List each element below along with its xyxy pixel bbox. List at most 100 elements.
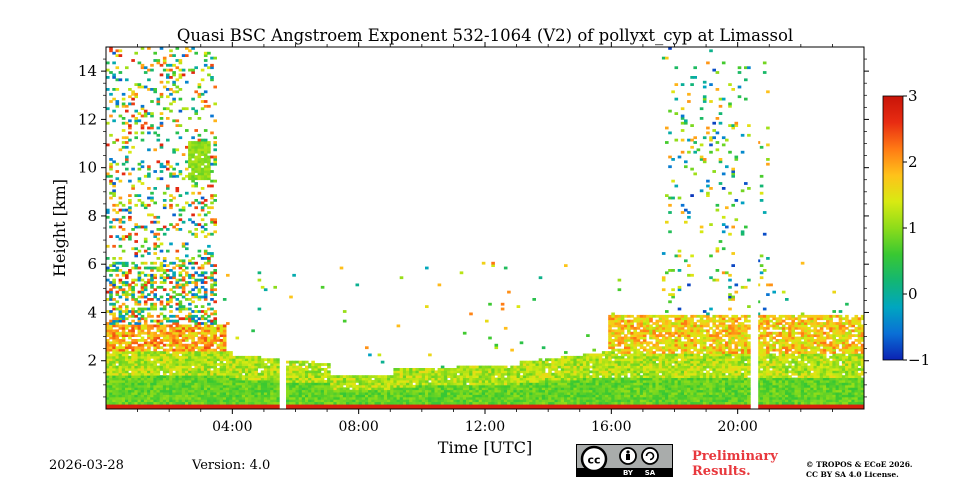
heat-cell — [605, 384, 609, 388]
heat-cell — [630, 331, 634, 335]
heat-cell — [162, 370, 167, 374]
heat-cell — [522, 399, 527, 403]
heat-cell — [112, 365, 116, 369]
heat-cell — [633, 372, 637, 376]
heat-cell — [545, 404, 549, 407]
heat-cell — [576, 365, 581, 369]
heat-cell — [582, 392, 587, 395]
heat-cell — [630, 355, 634, 359]
heat-cell — [624, 375, 628, 378]
heat-cell — [172, 334, 176, 337]
heat-cell — [254, 355, 258, 359]
heat-cell — [162, 206, 167, 210]
heat-cell — [210, 358, 214, 362]
heat-cell — [485, 370, 489, 374]
heat-cell — [406, 370, 410, 374]
heat-cell — [554, 382, 559, 386]
heat-cell — [203, 160, 208, 164]
heat-cell — [121, 375, 126, 378]
heat-cell — [125, 305, 129, 308]
heat-cell — [529, 401, 533, 405]
heat-cell — [617, 382, 622, 386]
heat-cell — [462, 399, 467, 403]
heat-cell — [608, 392, 612, 395]
heat-cell — [491, 396, 495, 400]
heat-cell — [608, 358, 612, 362]
heat-cell — [292, 389, 296, 393]
heat-cell — [415, 401, 420, 405]
heat-cell — [200, 285, 205, 289]
heat-cell — [368, 384, 372, 388]
heat-cell — [431, 372, 435, 376]
heat-cell — [418, 399, 423, 403]
heat-cell — [109, 133, 113, 137]
heat-cell — [557, 384, 562, 388]
heat-cell — [169, 329, 173, 333]
heat-cell — [251, 363, 255, 366]
heat-cell — [592, 380, 596, 383]
heat-cell — [327, 406, 331, 409]
heat-cell — [371, 404, 375, 407]
heat-cell — [156, 353, 161, 357]
heat-cell — [548, 370, 552, 374]
heat-cell — [200, 326, 205, 330]
heat-cell — [535, 384, 540, 388]
heat-cell — [197, 404, 202, 407]
heat-cell — [112, 264, 116, 267]
heat-cell — [245, 355, 249, 359]
heat-cell — [336, 389, 341, 393]
heat-cell — [150, 273, 154, 277]
heat-cell — [150, 126, 154, 130]
heat-cell — [213, 336, 217, 340]
heat-cell — [601, 401, 606, 405]
heat-cell — [118, 71, 123, 74]
heat-cell — [216, 351, 221, 354]
heat-cell — [197, 322, 202, 325]
heat-cell — [156, 177, 161, 181]
heat-cell — [185, 254, 189, 258]
heat-cell — [412, 384, 416, 388]
heat-cell — [633, 339, 637, 342]
heat-cell — [106, 326, 110, 330]
heat-cell — [488, 389, 492, 393]
heat-cell — [162, 334, 167, 337]
heat-cell — [115, 384, 120, 388]
heat-cell — [627, 343, 631, 347]
heat-cell — [636, 353, 641, 357]
heat-cell — [109, 360, 113, 364]
heat-cell — [598, 368, 603, 371]
heat-cell — [118, 387, 123, 391]
heat-cell — [529, 399, 533, 403]
heat-cell — [636, 396, 641, 400]
heat-cell — [191, 266, 195, 270]
heat-cell — [614, 370, 619, 374]
heat-cell — [396, 401, 401, 405]
heat-cell — [181, 285, 186, 289]
heat-cell — [162, 314, 167, 318]
heat-cell — [538, 370, 543, 374]
heat-cell — [611, 353, 615, 357]
heat-cell — [620, 326, 625, 330]
heat-cell — [481, 399, 486, 403]
heat-cell — [121, 314, 126, 318]
heat-cell — [627, 358, 631, 362]
heat-cell — [589, 387, 593, 391]
heat-cell — [178, 218, 183, 222]
heat-cell — [115, 261, 120, 265]
heat-cell — [197, 368, 202, 371]
heat-cell — [633, 394, 637, 398]
heat-cell — [617, 406, 622, 409]
heat-cell — [601, 360, 606, 364]
heat-cell — [519, 380, 524, 383]
heat-cell — [162, 59, 167, 62]
heat-cell — [383, 377, 388, 381]
heat-cell — [276, 365, 281, 369]
heat-cell — [128, 172, 132, 176]
heat-cell — [421, 380, 426, 383]
heat-cell — [109, 372, 113, 376]
heat-cell — [254, 401, 258, 405]
heat-cell — [270, 389, 274, 393]
heat-cell — [200, 353, 205, 357]
heat-cell — [633, 358, 637, 362]
heat-cell — [355, 380, 360, 383]
